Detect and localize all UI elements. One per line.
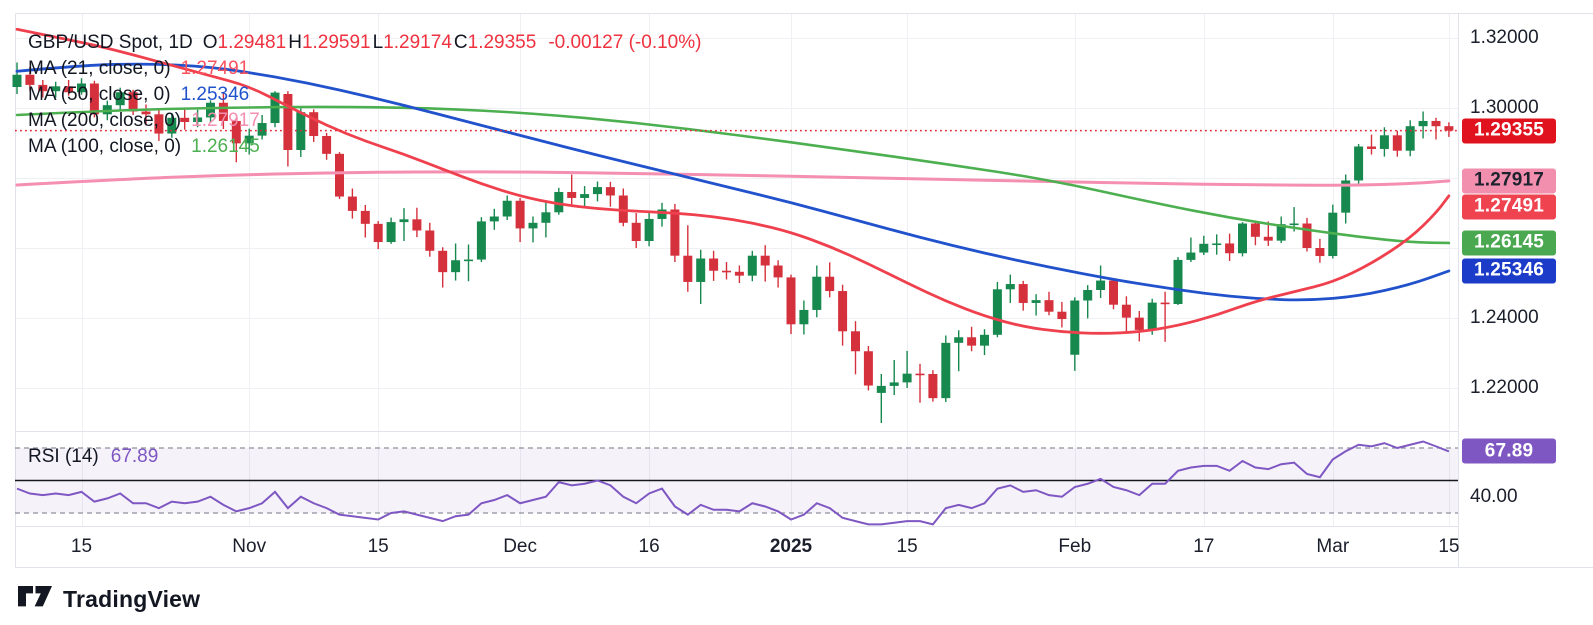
time-label-17: 17 (1193, 536, 1215, 557)
rsi-value: 67.89 (110, 446, 159, 467)
rsi-axis-tick: 40.00 (1470, 485, 1518, 507)
ohlc-c: C1.29355 (453, 32, 537, 53)
tradingview-logo-text[interactable]: TradingView (63, 585, 201, 612)
footer: TradingView (17, 585, 200, 613)
price-tick-1.24000: 1.24000 (1470, 307, 1539, 328)
price-tick-1.32000: 1.32000 (1470, 27, 1539, 48)
price-badge-1.29355: 1.29355 (1462, 118, 1556, 144)
ma-100-value: 1.26145 (191, 136, 260, 157)
ohlc-values: O1.29481 H1.29591 L1.29174 C1.29355 (203, 30, 539, 56)
symbol-row: GBP/USD Spot, 1D O1.29481 H1.29591 L1.2917… (28, 30, 701, 56)
time-label-16: 16 (638, 536, 660, 557)
tradingview-logo-icon[interactable] (17, 585, 53, 613)
rsi-legend: RSI (14) 67.89 (28, 446, 158, 468)
legend: GBP/USD Spot, 1D O1.29481 H1.29591 L1.2917… (28, 30, 701, 160)
price-tick-1.22000: 1.22000 (1470, 377, 1539, 398)
ma-50-value: 1.25346 (180, 84, 250, 105)
time-label-15: 15 (70, 536, 93, 557)
time-label-Dec: Dec (503, 536, 537, 557)
ma-200-legend: MA (200, close, 0) 1.27917 (28, 108, 701, 134)
ma-50-label: MA (50, close, 0) (28, 84, 171, 105)
ma-100-label: MA (100, close, 0) (28, 136, 182, 157)
time-label-15: 15 (896, 536, 918, 557)
time-label-Mar: Mar (1316, 536, 1350, 557)
ma-100-legend: MA (100, close, 0) 1.26145 (28, 134, 701, 160)
ohlc-o: O1.29481 (202, 32, 287, 53)
change-value: -0.00127 (-0.10%) (548, 32, 702, 53)
price-tick-1.30000: 1.30000 (1470, 97, 1539, 118)
symbol-title: GBP/USD Spot, 1D (28, 32, 193, 53)
time-label-Nov: Nov (232, 536, 267, 557)
rsi-value-badge: 67.89 (1462, 438, 1556, 464)
ohlc-l: L1.29174 (372, 32, 452, 53)
time-label-2025: 2025 (769, 536, 813, 557)
ma-50-legend: MA (50, close, 0) 1.25346 (28, 82, 701, 108)
ma-21-value: 1.27491 (180, 58, 250, 79)
time-label-Feb: Feb (1058, 536, 1092, 557)
time-label-15: 15 (367, 536, 389, 557)
ma-200-label: MA (200, close, 0) (28, 110, 182, 131)
ma-21-legend: MA (21, close, 0) 1.27491 (28, 56, 701, 82)
price-badge-1.27491: 1.27491 (1462, 194, 1556, 220)
price-badge-1.26145: 1.26145 (1462, 230, 1556, 256)
ma-21-label: MA (21, close, 0) (28, 58, 171, 79)
rsi-label: RSI (14) (28, 446, 99, 467)
ohlc-h: H1.29591 (288, 32, 371, 53)
price-badge-1.27917: 1.27917 (1462, 168, 1556, 194)
time-label-15: 15 (1438, 536, 1460, 557)
price-badge-1.25346: 1.25346 (1462, 258, 1556, 284)
ma-200-value: 1.27917 (191, 110, 260, 131)
